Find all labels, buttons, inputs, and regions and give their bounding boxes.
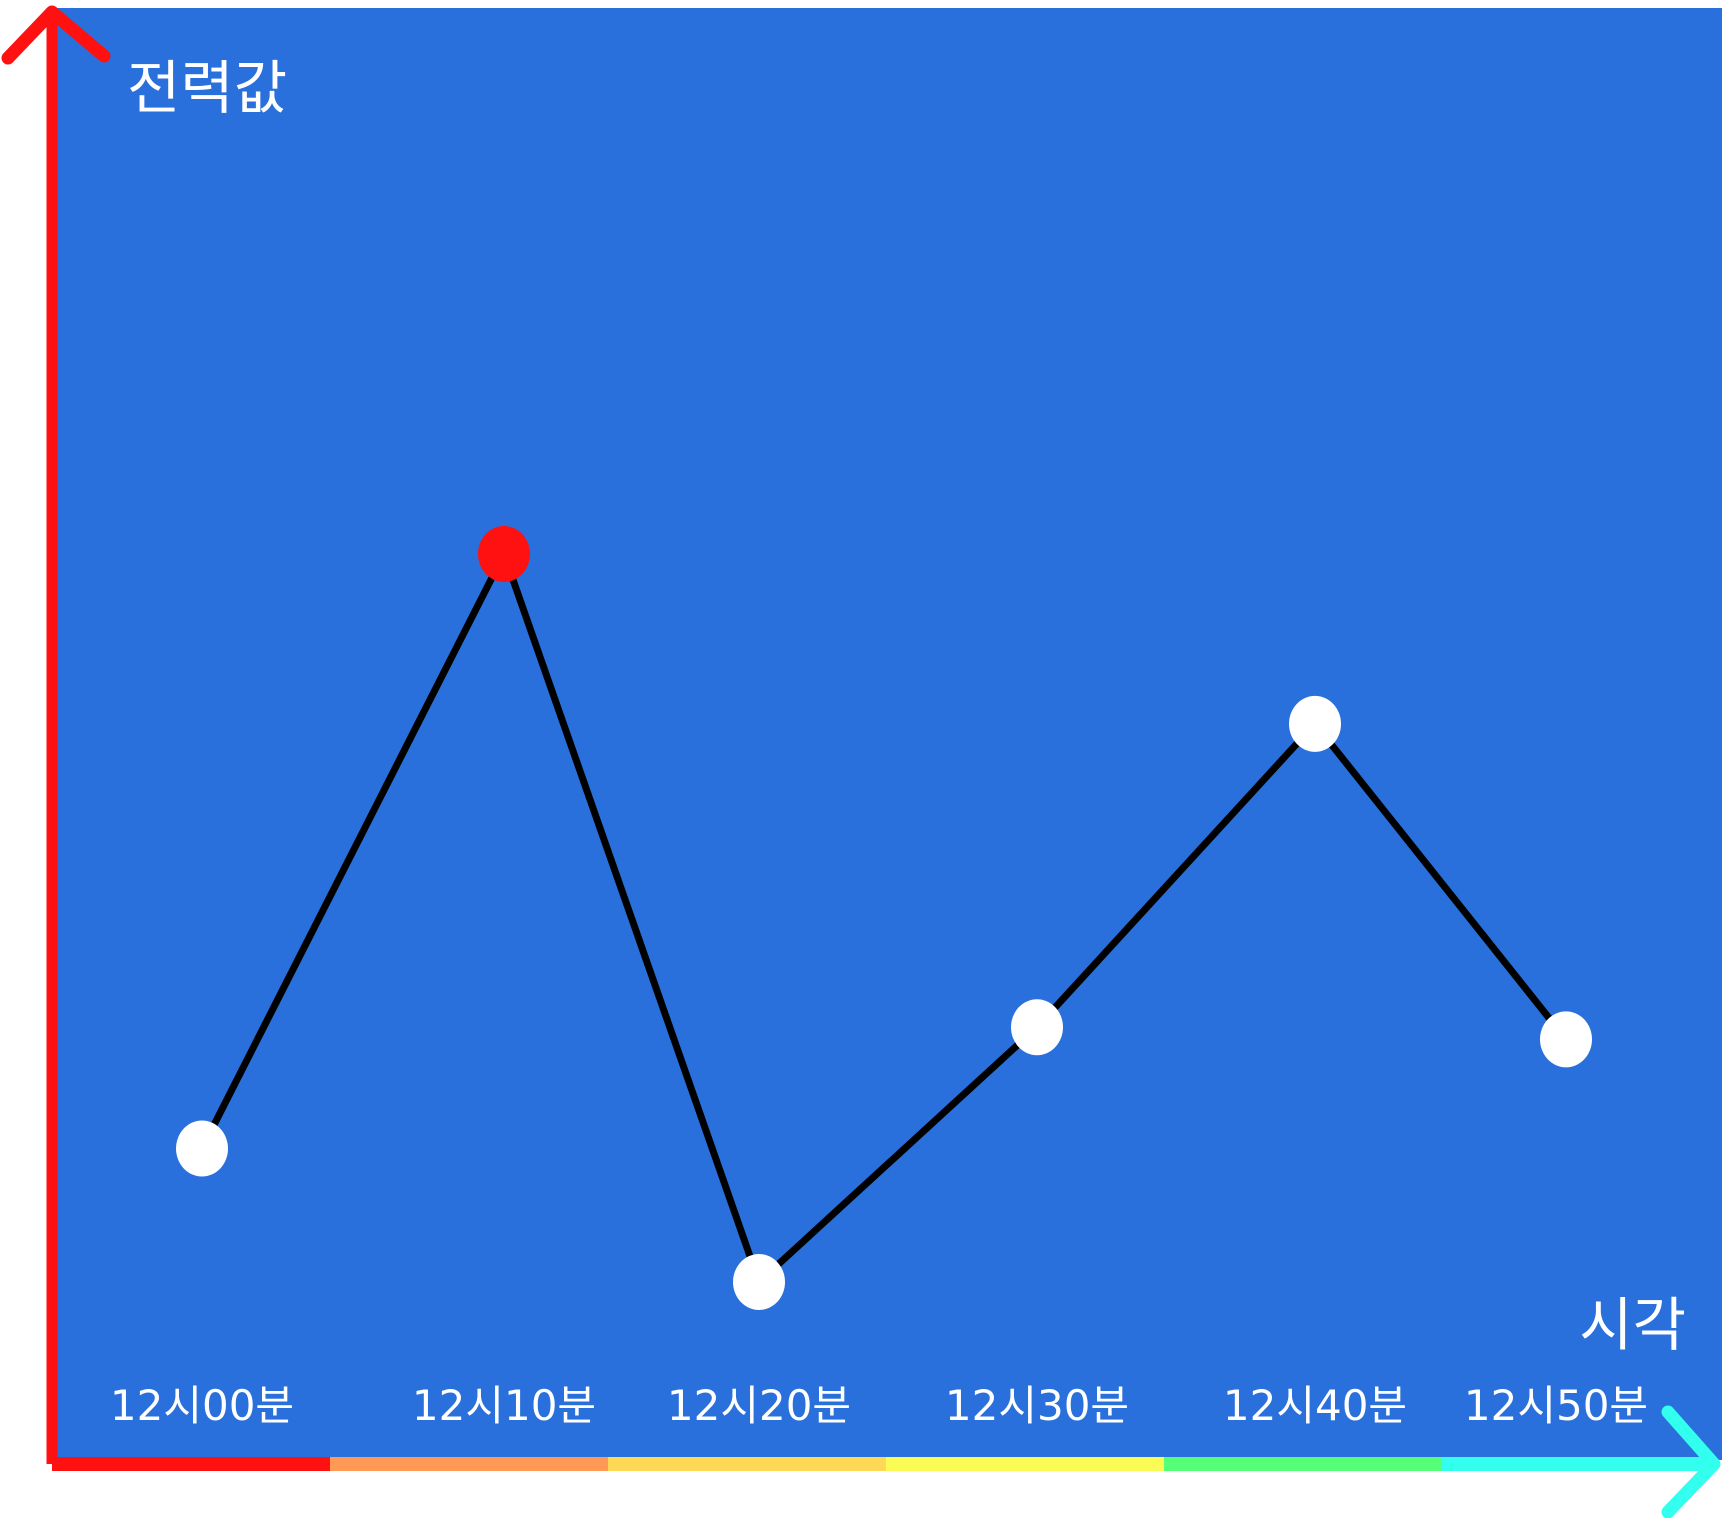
x-axis-segment [330, 1457, 608, 1471]
x-tick-label: 12시20분 [667, 1381, 851, 1430]
series-points [176, 526, 1592, 1310]
x-axis-line [52, 1457, 1712, 1471]
x-axis-segment [1164, 1457, 1442, 1471]
x-axis-segment [1442, 1457, 1712, 1471]
x-axis-segment [52, 1457, 330, 1471]
x-tick-label: 12시30분 [945, 1381, 1129, 1430]
x-tick-labels: 12시00분 12시10분 12시20분 12시30분 12시40분 12시50분 [110, 1381, 1648, 1430]
x-axis-arrow-head [1661, 1405, 1721, 1518]
data-point [176, 1120, 228, 1177]
y-axis-line [1, 5, 111, 1464]
data-point-highlight [478, 526, 530, 582]
x-axis-segment [608, 1457, 886, 1471]
series-polyline [198, 545, 1569, 1289]
series-line [198, 545, 1569, 1289]
x-axis-label: 시각 [1579, 1291, 1686, 1359]
plot-background [55, 8, 1722, 1460]
x-tick-label: 12시00분 [110, 1381, 294, 1430]
data-point [1540, 1011, 1592, 1068]
x-tick-label: 12시40분 [1223, 1381, 1407, 1430]
x-tick-label: 12시10분 [412, 1381, 596, 1430]
x-axis-segment [886, 1457, 1164, 1471]
y-axis-arrow-icon [1, 5, 111, 65]
data-point [733, 1254, 785, 1310]
data-point [1289, 695, 1341, 752]
x-axis-arrow-icon [1661, 1405, 1721, 1518]
data-point [1011, 999, 1063, 1056]
y-axis-label: 전력값 [127, 54, 287, 122]
x-tick-label: 12시50분 [1464, 1381, 1648, 1430]
